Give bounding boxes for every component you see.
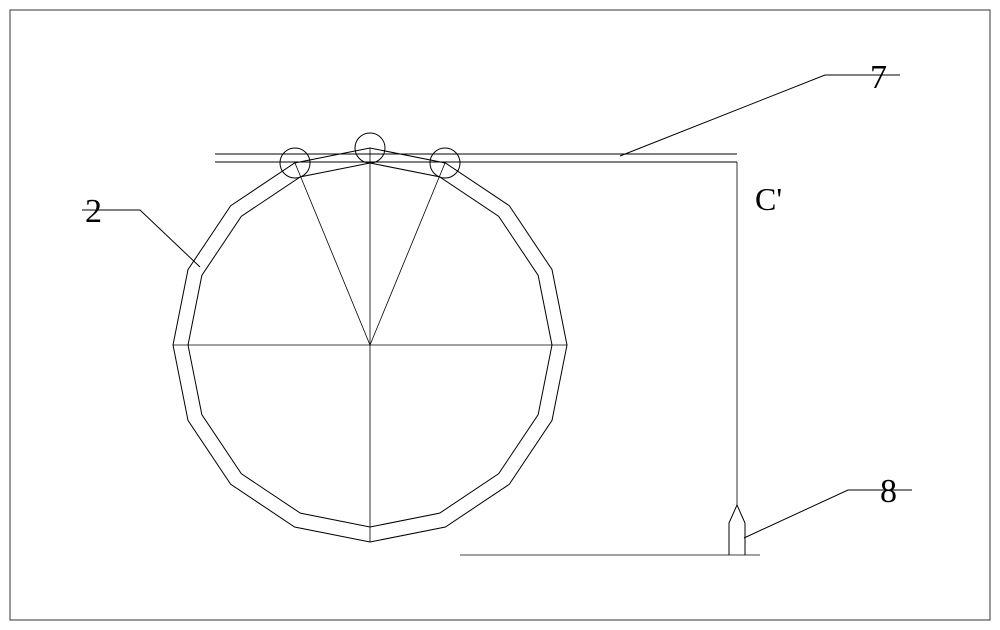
top-bar <box>215 154 737 162</box>
label-7: 7 <box>870 59 887 96</box>
labels: 2 7 8 C' <box>85 59 897 510</box>
vertical-post <box>460 162 760 555</box>
diagram-canvas: 2 7 8 C' <box>0 0 1000 630</box>
label-8: 8 <box>880 473 897 510</box>
leader-lines <box>82 75 912 538</box>
outer-frame <box>10 10 990 620</box>
label-2: 2 <box>85 193 102 230</box>
label-C: C' <box>755 181 782 217</box>
